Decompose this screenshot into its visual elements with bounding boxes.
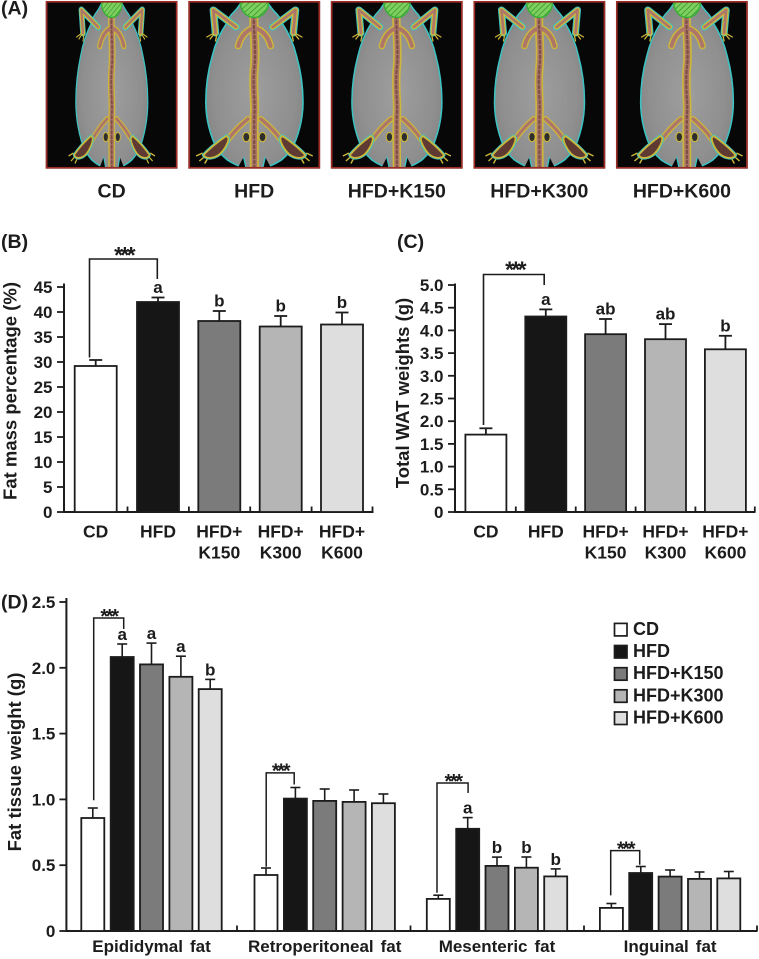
svg-text:b: b: [276, 297, 286, 316]
svg-text:HFD: HFD: [234, 181, 274, 203]
svg-text:40: 40: [34, 303, 53, 322]
svg-text:CD: CD: [83, 522, 108, 542]
svg-text:25: 25: [34, 378, 53, 397]
svg-text:3.0: 3.0: [420, 367, 444, 386]
svg-text:CD: CD: [473, 522, 498, 542]
svg-text:a: a: [463, 799, 473, 818]
svg-text:K150: K150: [585, 543, 627, 563]
svg-text:0: 0: [434, 503, 443, 522]
svg-text:ab: ab: [656, 305, 676, 324]
svg-text:35: 35: [34, 328, 53, 347]
svg-text:2.5: 2.5: [420, 390, 444, 409]
svg-text:HFD: HFD: [140, 522, 176, 542]
svg-text:***: ***: [445, 771, 464, 793]
svg-text:***: ***: [114, 242, 136, 268]
svg-text:HFD+: HFD+: [196, 522, 242, 542]
svg-text:HFD+K150: HFD+K150: [633, 663, 724, 683]
svg-text:K600: K600: [321, 543, 363, 563]
svg-text:HFD+K600: HFD+K600: [633, 181, 731, 203]
svg-text:HFD+: HFD+: [583, 522, 629, 542]
svg-text:HFD+K600: HFD+K600: [633, 708, 724, 728]
svg-text:a: a: [147, 624, 157, 643]
svg-text:***: ***: [505, 257, 527, 283]
svg-text:Fat tissue weight (g): Fat tissue weight (g): [4, 673, 25, 852]
svg-text:b: b: [720, 316, 730, 335]
svg-text:1.0: 1.0: [32, 790, 56, 809]
svg-text:45: 45: [34, 278, 53, 297]
svg-text:(D): (D): [1, 592, 28, 614]
svg-text:2.5: 2.5: [32, 593, 56, 612]
svg-text:***: ***: [617, 838, 636, 860]
svg-text:b: b: [521, 838, 531, 857]
svg-text:CD: CD: [633, 619, 659, 639]
svg-text:Total WAT weights (g): Total WAT weights (g): [392, 298, 413, 488]
svg-text:HFD+: HFD+: [642, 522, 688, 542]
svg-text:0.5: 0.5: [420, 480, 444, 499]
svg-text:ab: ab: [596, 300, 616, 319]
svg-text:a: a: [541, 290, 551, 309]
svg-text:(A): (A): [1, 0, 28, 20]
svg-text:b: b: [205, 660, 215, 679]
svg-text:***: ***: [100, 606, 119, 628]
svg-text:3.5: 3.5: [420, 344, 444, 363]
svg-text:(C): (C): [397, 231, 424, 253]
svg-text:2.0: 2.0: [420, 412, 444, 431]
svg-text:15: 15: [34, 428, 53, 447]
svg-text:CD: CD: [98, 181, 126, 203]
svg-text:0.5: 0.5: [32, 856, 56, 875]
svg-text:a: a: [117, 625, 127, 644]
svg-text:5.0: 5.0: [420, 276, 444, 295]
svg-text:0: 0: [43, 503, 52, 522]
svg-text:b: b: [214, 292, 224, 311]
svg-text:HFD+: HFD+: [258, 522, 304, 542]
svg-text:20: 20: [34, 403, 53, 422]
svg-text:HFD+K150: HFD+K150: [348, 181, 446, 203]
svg-text:2.0: 2.0: [32, 659, 56, 678]
svg-text:HFD+K300: HFD+K300: [633, 685, 724, 705]
svg-text:Fat mass percentage (%): Fat mass percentage (%): [0, 282, 21, 500]
svg-text:a: a: [176, 637, 186, 656]
svg-text:b: b: [337, 293, 347, 312]
svg-text:10: 10: [34, 453, 53, 472]
svg-text:1.0: 1.0: [420, 458, 444, 477]
svg-text:K300: K300: [260, 543, 302, 563]
svg-text:HFD+: HFD+: [319, 522, 365, 542]
svg-text:5: 5: [43, 478, 52, 497]
svg-text:4.0: 4.0: [420, 321, 444, 340]
svg-text:(B): (B): [1, 231, 28, 253]
svg-text:a: a: [153, 278, 163, 297]
svg-text:K600: K600: [704, 543, 746, 563]
svg-text:30: 30: [34, 353, 53, 372]
svg-text:4.5: 4.5: [420, 299, 444, 318]
svg-text:HFD+: HFD+: [702, 522, 748, 542]
svg-text:HFD: HFD: [528, 522, 564, 542]
svg-text:1.5: 1.5: [420, 435, 444, 454]
svg-text:K300: K300: [645, 543, 687, 563]
svg-text:0: 0: [46, 922, 55, 941]
svg-text:b: b: [492, 838, 502, 857]
svg-text:1.5: 1.5: [32, 725, 56, 744]
svg-text:HFD+K300: HFD+K300: [490, 181, 588, 203]
svg-text:***: ***: [272, 761, 291, 783]
svg-text:b: b: [551, 850, 561, 869]
svg-text:HFD: HFD: [633, 641, 670, 661]
svg-text:K150: K150: [198, 543, 240, 563]
